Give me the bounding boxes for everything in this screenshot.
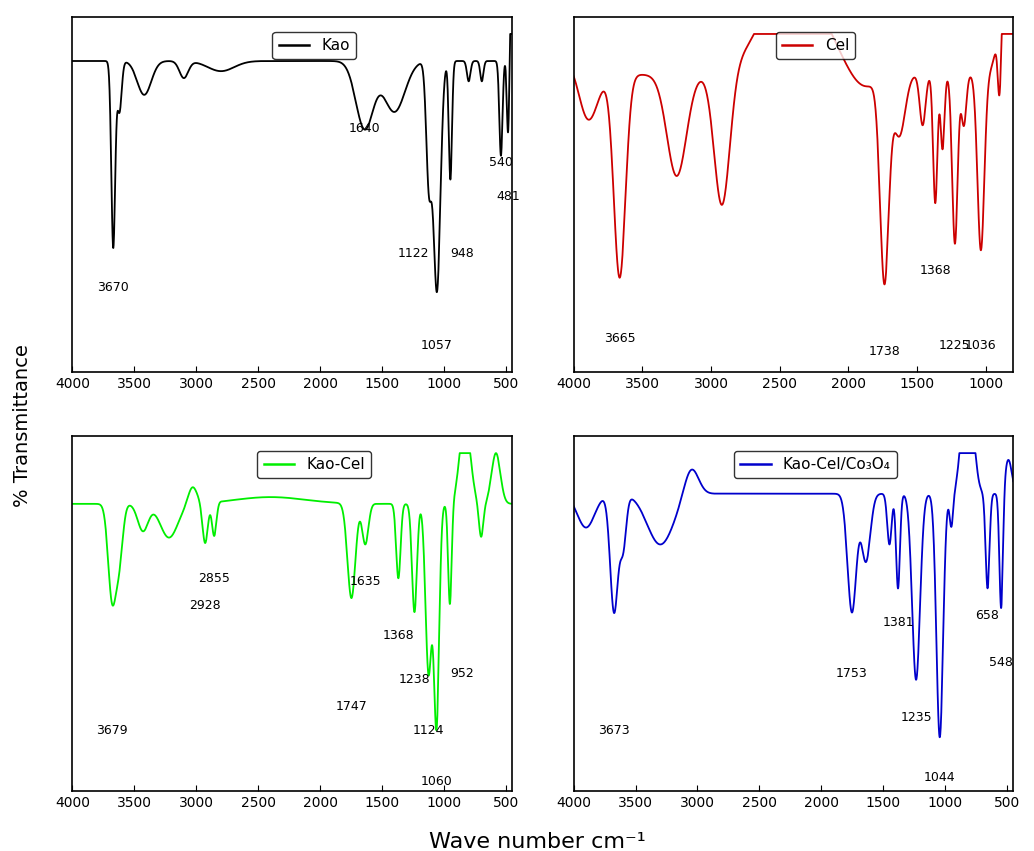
Text: 1235: 1235: [901, 711, 932, 723]
Text: 3670: 3670: [97, 281, 129, 294]
Text: 1044: 1044: [924, 771, 955, 785]
Text: 658: 658: [976, 609, 1000, 622]
Legend: Kao: Kao: [273, 31, 356, 59]
Text: 1225: 1225: [939, 339, 971, 351]
Text: 1381: 1381: [882, 616, 914, 629]
Text: 1368: 1368: [919, 265, 951, 277]
Text: % Transmittance: % Transmittance: [13, 344, 32, 507]
Text: 1738: 1738: [869, 346, 901, 358]
Text: 1753: 1753: [837, 666, 868, 679]
Text: 1238: 1238: [399, 673, 430, 686]
Text: Wave number cm⁻¹: Wave number cm⁻¹: [429, 832, 646, 851]
Text: 3665: 3665: [604, 332, 636, 345]
Legend: Kao-Cel/Co₃O₄: Kao-Cel/Co₃O₄: [734, 451, 896, 478]
Text: 1060: 1060: [421, 774, 453, 788]
Text: 2855: 2855: [199, 572, 231, 585]
Text: 1747: 1747: [336, 700, 367, 713]
Legend: Cel: Cel: [776, 31, 855, 59]
Text: 948: 948: [451, 248, 475, 260]
Text: 1640: 1640: [348, 123, 381, 135]
Legend: Kao-Cel: Kao-Cel: [257, 451, 371, 478]
Text: 540: 540: [489, 156, 513, 169]
Text: 1057: 1057: [421, 339, 453, 351]
Text: 548: 548: [990, 656, 1013, 670]
Text: 1368: 1368: [383, 629, 415, 643]
Text: 3673: 3673: [599, 724, 630, 737]
Text: 1635: 1635: [349, 575, 382, 588]
Text: 3679: 3679: [96, 724, 128, 737]
Text: 952: 952: [450, 666, 474, 679]
Text: 1124: 1124: [413, 724, 445, 737]
Text: 2928: 2928: [189, 599, 221, 612]
Text: 481: 481: [496, 190, 520, 203]
Text: 1122: 1122: [397, 248, 429, 260]
Text: 1036: 1036: [965, 339, 997, 351]
